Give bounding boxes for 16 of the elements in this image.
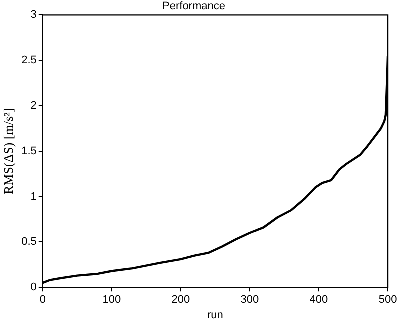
x-tick-label: 300: [240, 294, 260, 306]
y-tick-label: 3: [30, 9, 37, 22]
y-axis-title: RMS(ΔS) [m/s²]: [1, 108, 16, 195]
y-tick-label: 1: [30, 190, 37, 203]
y-tick-label: 0: [30, 282, 37, 294]
chart-title: Performance: [162, 0, 226, 13]
y-tick-label: 0.5: [22, 236, 37, 248]
x-tick-label: 400: [310, 294, 328, 306]
x-axis-title: run: [207, 309, 224, 322]
x-tick-label: 0: [40, 294, 46, 306]
y-tick-label: 2.5: [22, 54, 37, 67]
x-tick-label: 200: [172, 294, 190, 306]
x-tick-label: 100: [102, 294, 122, 306]
y-tick-label: 1.5: [22, 145, 37, 158]
y-tick-label: 2: [30, 100, 37, 112]
x-tick-label: 500: [378, 294, 398, 306]
